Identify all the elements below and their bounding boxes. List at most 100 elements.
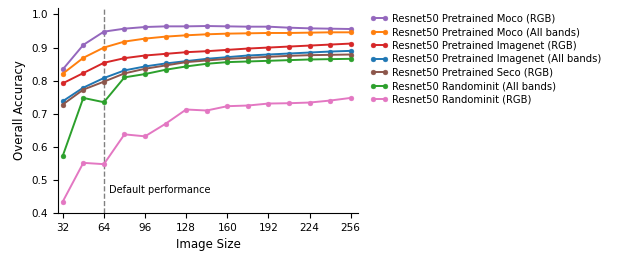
Resnet50 Pretrained Moco (All bands) (79, 56, 87, 59)
Resnet50 Pretrained Seco (RGB) (347, 53, 355, 56)
Resnet50 Pretrained Moco (RGB) (100, 30, 108, 33)
Resnet50 Pretrained Imagenet (RGB) (306, 44, 314, 47)
Resnet50 Randominit (RGB) (244, 104, 252, 107)
Resnet50 Pretrained Imagenet (RGB) (285, 45, 293, 48)
Resnet50 Pretrained Seco (RGB) (100, 80, 108, 83)
Resnet50 Pretrained Moco (RGB) (141, 25, 149, 29)
Line: Resnet50 Randominit (All bands): Resnet50 Randominit (All bands) (60, 56, 353, 158)
Resnet50 Randominit (RGB) (285, 102, 293, 105)
Resnet50 Pretrained Moco (RGB) (79, 43, 87, 47)
Resnet50 Randominit (All bands) (326, 58, 334, 61)
Resnet50 Randominit (All bands) (79, 96, 87, 100)
Resnet50 Pretrained Moco (All bands) (264, 31, 272, 35)
Resnet50 Pretrained Imagenet (RGB) (182, 51, 190, 54)
Resnet50 Pretrained Imagenet (All bands) (306, 51, 314, 54)
Resnet50 Pretrained Imagenet (All bands) (326, 50, 334, 53)
Resnet50 Randominit (RGB) (326, 99, 334, 102)
Line: Resnet50 Pretrained Imagenet (All bands): Resnet50 Pretrained Imagenet (All bands) (60, 48, 353, 104)
Resnet50 Pretrained Seco (RGB) (162, 64, 170, 67)
Resnet50 Pretrained Imagenet (All bands) (162, 62, 170, 65)
Resnet50 Pretrained Moco (All bands) (141, 37, 149, 40)
Resnet50 Pretrained Moco (All bands) (100, 46, 108, 49)
Resnet50 Pretrained Imagenet (RGB) (264, 46, 272, 49)
Resnet50 Pretrained Imagenet (RGB) (244, 47, 252, 50)
Resnet50 Pretrained Imagenet (All bands) (100, 76, 108, 80)
Resnet50 Pretrained Moco (All bands) (182, 34, 190, 37)
Resnet50 Pretrained Seco (RGB) (182, 61, 190, 64)
Resnet50 Pretrained Moco (All bands) (120, 40, 128, 43)
Resnet50 Randominit (All bands) (244, 60, 252, 63)
Resnet50 Pretrained Moco (RGB) (120, 27, 128, 30)
Resnet50 Randominit (All bands) (120, 76, 128, 79)
Resnet50 Randominit (All bands) (182, 65, 190, 68)
Resnet50 Pretrained Imagenet (RGB) (162, 52, 170, 55)
Resnet50 Pretrained Moco (RGB) (162, 25, 170, 28)
Resnet50 Pretrained Seco (RGB) (79, 88, 87, 91)
Resnet50 Randominit (RGB) (100, 162, 108, 166)
Line: Resnet50 Pretrained Seco (RGB): Resnet50 Pretrained Seco (RGB) (60, 52, 353, 107)
Resnet50 Pretrained Moco (RGB) (203, 24, 211, 28)
Resnet50 Pretrained Seco (RGB) (285, 54, 293, 57)
Resnet50 Randominit (All bands) (141, 73, 149, 76)
Resnet50 Pretrained Moco (RGB) (223, 25, 231, 28)
Resnet50 Randominit (RGB) (59, 200, 67, 203)
Resnet50 Pretrained Moco (RGB) (182, 25, 190, 28)
Resnet50 Pretrained Imagenet (RGB) (100, 61, 108, 64)
Resnet50 Pretrained Imagenet (All bands) (203, 57, 211, 60)
Resnet50 Pretrained Moco (All bands) (162, 35, 170, 38)
Resnet50 Pretrained Seco (RGB) (59, 103, 67, 106)
Resnet50 Pretrained Imagenet (RGB) (59, 82, 67, 85)
Resnet50 Randominit (RGB) (223, 105, 231, 108)
Resnet50 Pretrained Moco (RGB) (59, 68, 67, 71)
Resnet50 Pretrained Seco (RGB) (326, 53, 334, 56)
Resnet50 Pretrained Seco (RGB) (223, 57, 231, 60)
Line: Resnet50 Pretrained Moco (All bands): Resnet50 Pretrained Moco (All bands) (60, 30, 353, 76)
Resnet50 Pretrained Imagenet (All bands) (120, 69, 128, 72)
Resnet50 Pretrained Moco (All bands) (59, 72, 67, 75)
Resnet50 Randominit (All bands) (100, 101, 108, 104)
Resnet50 Pretrained Imagenet (RGB) (203, 50, 211, 53)
Resnet50 Pretrained Imagenet (All bands) (244, 54, 252, 57)
Resnet50 Randominit (RGB) (162, 122, 170, 125)
Resnet50 Randominit (All bands) (203, 62, 211, 65)
Resnet50 Randominit (RGB) (203, 109, 211, 112)
Resnet50 Randominit (RGB) (306, 101, 314, 104)
Y-axis label: Overall Accuracy: Overall Accuracy (13, 61, 26, 160)
Resnet50 Randominit (RGB) (347, 96, 355, 100)
Resnet50 Randominit (RGB) (264, 102, 272, 105)
Resnet50 Pretrained Imagenet (All bands) (223, 56, 231, 59)
Line: Resnet50 Randominit (RGB): Resnet50 Randominit (RGB) (60, 95, 353, 204)
Resnet50 Randominit (All bands) (223, 61, 231, 64)
Resnet50 Pretrained Imagenet (All bands) (59, 100, 67, 103)
Resnet50 Pretrained Imagenet (All bands) (347, 49, 355, 53)
Line: Resnet50 Pretrained Imagenet (RGB): Resnet50 Pretrained Imagenet (RGB) (60, 41, 353, 86)
Resnet50 Pretrained Imagenet (All bands) (182, 60, 190, 63)
Resnet50 Pretrained Moco (All bands) (285, 31, 293, 35)
Resnet50 Pretrained Imagenet (RGB) (79, 72, 87, 75)
Resnet50 Randominit (All bands) (59, 154, 67, 158)
X-axis label: Image Size: Image Size (175, 238, 241, 251)
Resnet50 Randominit (RGB) (141, 135, 149, 138)
Resnet50 Pretrained Imagenet (RGB) (141, 54, 149, 57)
Resnet50 Randominit (RGB) (120, 133, 128, 136)
Resnet50 Pretrained Seco (RGB) (306, 54, 314, 57)
Resnet50 Pretrained Moco (RGB) (347, 28, 355, 31)
Resnet50 Randominit (All bands) (306, 58, 314, 61)
Resnet50 Pretrained Imagenet (RGB) (347, 42, 355, 45)
Resnet50 Pretrained Imagenet (RGB) (326, 43, 334, 46)
Resnet50 Pretrained Seco (RGB) (141, 67, 149, 70)
Resnet50 Pretrained Imagenet (RGB) (120, 57, 128, 60)
Resnet50 Randominit (All bands) (347, 57, 355, 60)
Resnet50 Pretrained Moco (All bands) (223, 32, 231, 35)
Resnet50 Pretrained Moco (RGB) (244, 25, 252, 28)
Resnet50 Pretrained Moco (All bands) (203, 33, 211, 36)
Resnet50 Pretrained Moco (All bands) (347, 31, 355, 34)
Resnet50 Pretrained Imagenet (RGB) (223, 48, 231, 51)
Resnet50 Pretrained Imagenet (All bands) (285, 52, 293, 55)
Resnet50 Pretrained Moco (RGB) (326, 27, 334, 30)
Resnet50 Pretrained Moco (RGB) (306, 27, 314, 30)
Resnet50 Pretrained Moco (All bands) (326, 31, 334, 34)
Resnet50 Randominit (All bands) (285, 58, 293, 62)
Resnet50 Randominit (All bands) (264, 59, 272, 62)
Resnet50 Pretrained Seco (RGB) (244, 56, 252, 59)
